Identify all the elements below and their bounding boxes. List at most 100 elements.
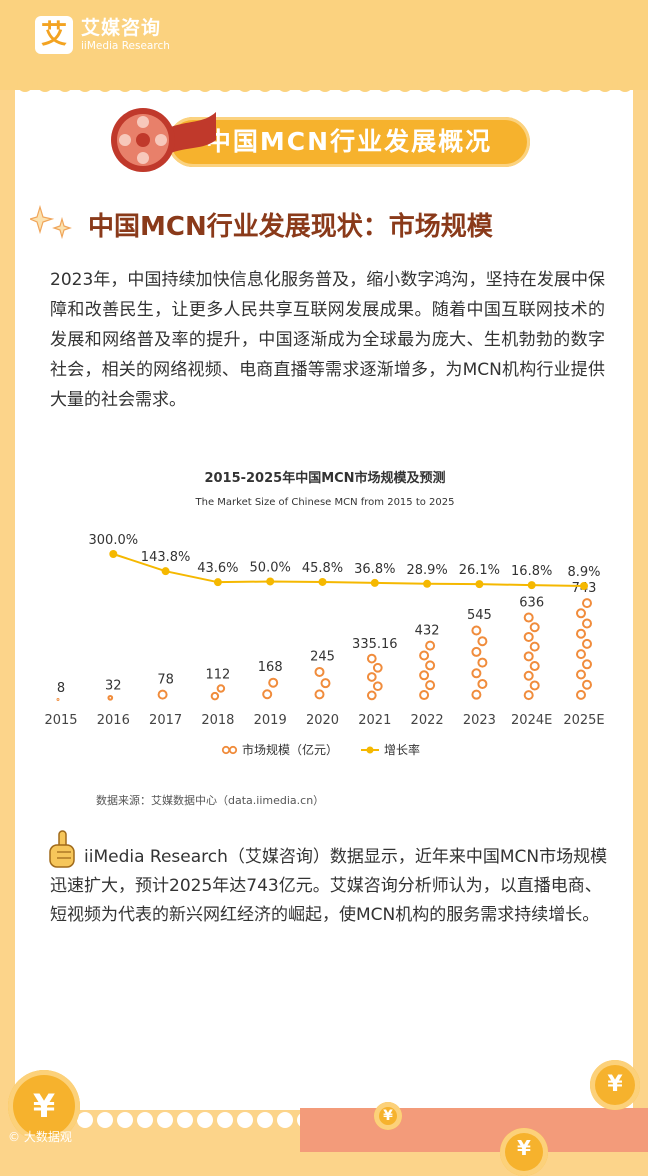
- scallop-dot: [197, 76, 213, 92]
- bar-link: [576, 608, 586, 619]
- growth-rate-point: [213, 578, 222, 587]
- bar-2016: [107, 694, 114, 701]
- coin-icon: ¥: [8, 1070, 80, 1142]
- scallop-dot: [257, 76, 273, 92]
- bar-link: [582, 598, 592, 609]
- growth-rate-label: 16.8%: [511, 564, 552, 579]
- legend-bar-label: 市场规模（亿元）: [242, 742, 338, 757]
- bar-link: [216, 684, 226, 693]
- bar-2020: [314, 666, 331, 700]
- legend-bar-link: [228, 745, 238, 755]
- bar-link: [366, 653, 377, 664]
- scallop-dot: [197, 1112, 213, 1128]
- scallop-dot: [77, 1112, 93, 1128]
- bar-link: [314, 689, 325, 700]
- bar-link: [529, 680, 540, 691]
- bar-2021: [366, 653, 383, 701]
- legend-bar-swatch: [221, 745, 238, 755]
- bar-link: [582, 618, 592, 629]
- scallop-dot: [277, 76, 293, 92]
- growth-rate-label: 8.9%: [567, 565, 600, 580]
- content-card: [15, 90, 633, 1110]
- scallop-dot: [597, 76, 613, 92]
- scallop-dot: [417, 76, 433, 92]
- bar-link: [314, 666, 325, 677]
- x-tick-label: 2021: [358, 713, 391, 728]
- scallop-dot: [77, 76, 93, 92]
- brand-name-en: iiMedia Research: [81, 40, 170, 52]
- bar-2025E: [576, 598, 592, 700]
- growth-rate-point: [475, 580, 484, 589]
- bar-link: [372, 662, 383, 673]
- bar-link: [576, 649, 586, 660]
- bar-link: [582, 638, 592, 649]
- bar-2022: [419, 640, 436, 701]
- title-banner: 中国MCN行业发展概况: [168, 117, 530, 167]
- scallop-dot: [337, 76, 353, 92]
- scallop-dot: [397, 76, 413, 92]
- scallop-dot: [237, 76, 253, 92]
- scallop-dot: [357, 76, 373, 92]
- bar-link: [477, 678, 488, 689]
- scallop-dot: [177, 1112, 193, 1128]
- bar-link: [576, 669, 586, 680]
- chart-legend: 市场规模（亿元） 增长率: [221, 742, 420, 757]
- bar-value-label: 168: [258, 660, 283, 675]
- section-heading: 中国MCN行业发展现状：市场规模: [88, 212, 493, 242]
- legend-line-marker: [366, 746, 374, 754]
- bar-2024E: [523, 612, 540, 701]
- pointing-hand-icon: [49, 830, 75, 868]
- growth-rate-point: [109, 550, 118, 558]
- scallop-dot: [517, 76, 533, 92]
- scallop-dot: [497, 76, 513, 92]
- bar-value-label: 112: [205, 668, 230, 683]
- bar-link: [107, 694, 114, 701]
- bar-link: [523, 651, 534, 662]
- bar-link: [477, 636, 488, 647]
- scallop-dot: [577, 76, 593, 92]
- bar-link: [471, 625, 482, 636]
- header-band: [0, 0, 648, 90]
- bar-link: [529, 661, 540, 672]
- coin-icon: ¥: [374, 1102, 402, 1130]
- scallop-dot: [137, 1112, 153, 1128]
- bar-link: [210, 691, 220, 701]
- bar-link: [425, 680, 436, 691]
- film-reel-icon: [111, 108, 216, 172]
- bar-link: [157, 689, 168, 700]
- scallop-dot: [277, 1112, 293, 1128]
- bar-link: [366, 672, 377, 682]
- scallop-dot: [217, 1112, 233, 1128]
- bar-link: [523, 612, 534, 623]
- bar-link: [471, 646, 482, 657]
- scallop-dot: [477, 76, 493, 92]
- bar-link: [268, 677, 279, 688]
- scallop-dot: [237, 1112, 253, 1128]
- growth-rate-point: [370, 578, 379, 587]
- scallop-dot: [437, 76, 453, 92]
- scallop-dot: [37, 76, 53, 92]
- bar-link: [576, 628, 586, 639]
- bar-2017: [157, 689, 168, 700]
- bar-link: [471, 668, 482, 679]
- bar-link: [523, 670, 534, 681]
- bar-link: [425, 640, 436, 651]
- growth-rate-point: [318, 577, 327, 586]
- scallop-dot: [117, 1112, 133, 1128]
- bar-value-label: 8: [57, 681, 65, 696]
- bar-2018: [210, 684, 226, 701]
- bar-link: [320, 678, 331, 689]
- source-note: 数据来源：艾媒数据中心（data.iimedia.cn）: [96, 794, 325, 807]
- intro-paragraph: 2023年，中国持续加快信息化服务普及，缩小数字鸿沟，坚持在发展中保障和改善民生…: [50, 270, 605, 410]
- scallop-edge-top: [17, 76, 633, 92]
- x-tick-label: 2016: [97, 713, 130, 728]
- x-tick-label: 2022: [411, 713, 444, 728]
- growth-rate-point: [161, 567, 170, 576]
- scallop-dot: [97, 76, 113, 92]
- bar-value-label: 245: [310, 649, 335, 664]
- scallop-dot: [137, 76, 153, 92]
- analysis-paragraph: iiMedia Research（艾媒咨询）数据显示，近年来中国MCN市场规模迅…: [50, 847, 608, 925]
- growth-rate-point: [423, 579, 432, 588]
- x-tick-label: 2024E: [511, 713, 552, 728]
- bar-2019: [262, 677, 279, 700]
